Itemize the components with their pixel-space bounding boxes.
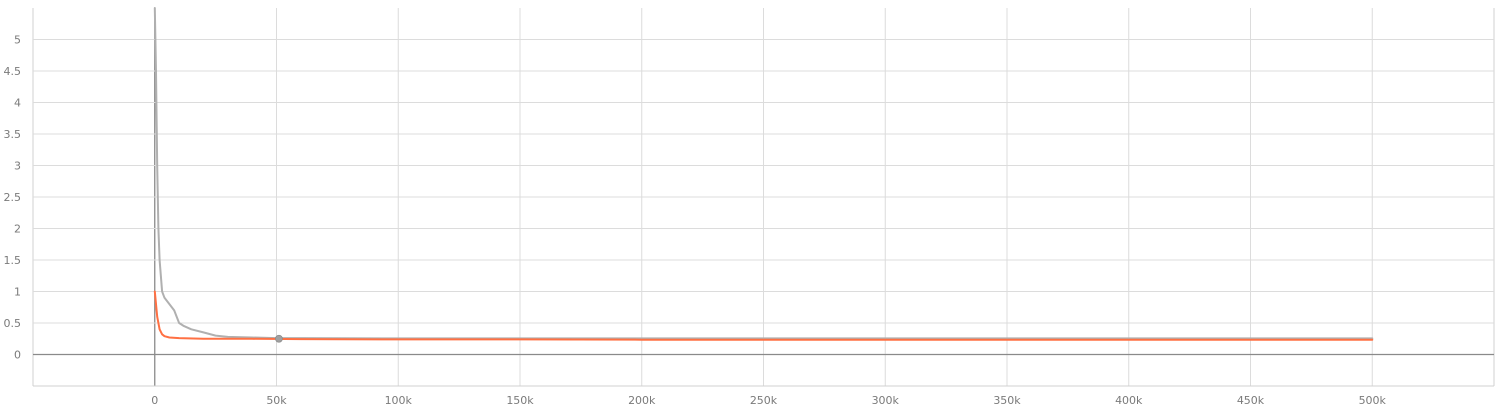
y-tick-label: 3.5	[4, 128, 22, 141]
series-line-1	[153, 290, 1374, 341]
x-tick-label: 500k	[1359, 394, 1387, 407]
y-tick-label: 1	[14, 286, 21, 299]
x-tick-label: 450k	[1237, 394, 1265, 407]
y-tick-label: 0.5	[4, 317, 22, 330]
hover-marker-point[interactable]	[275, 334, 283, 343]
x-tick-label: 100k	[385, 394, 413, 407]
y-tick-label: 0	[14, 349, 21, 362]
x-tick-label: 50k	[266, 394, 287, 407]
y-tick-label: 4	[14, 97, 21, 110]
y-tick-label: 4.5	[4, 65, 22, 78]
horizontal-gridlines	[33, 39, 1494, 387]
x-tick-label: 0	[151, 394, 158, 407]
y-tick-label: 3	[14, 160, 21, 173]
y-tick-labels: 0 0.5 1 1.5 2 2.5 3 3.5 4 4.5 5	[4, 34, 22, 362]
x-tick-labels: 0 50k 100k 150k 200k 250k 300k 350k 400k 450k 500k	[151, 394, 1386, 407]
y-tick-label: 1.5	[4, 254, 22, 267]
series-layer	[153, 7, 1374, 341]
x-tick-label: 250k	[750, 394, 778, 407]
marker-layer	[275, 334, 283, 343]
x-tick-label: 400k	[1115, 394, 1143, 407]
series-line-2	[153, 7, 1374, 340]
y-tick-label: 2.5	[4, 191, 22, 204]
y-tick-label: 5	[14, 34, 21, 47]
x-tick-label: 150k	[506, 394, 534, 407]
x-tick-label: 350k	[993, 394, 1021, 407]
x-tick-label: 300k	[872, 394, 900, 407]
y-tick-label: 2	[14, 223, 21, 236]
x-tick-label: 200k	[628, 394, 656, 407]
